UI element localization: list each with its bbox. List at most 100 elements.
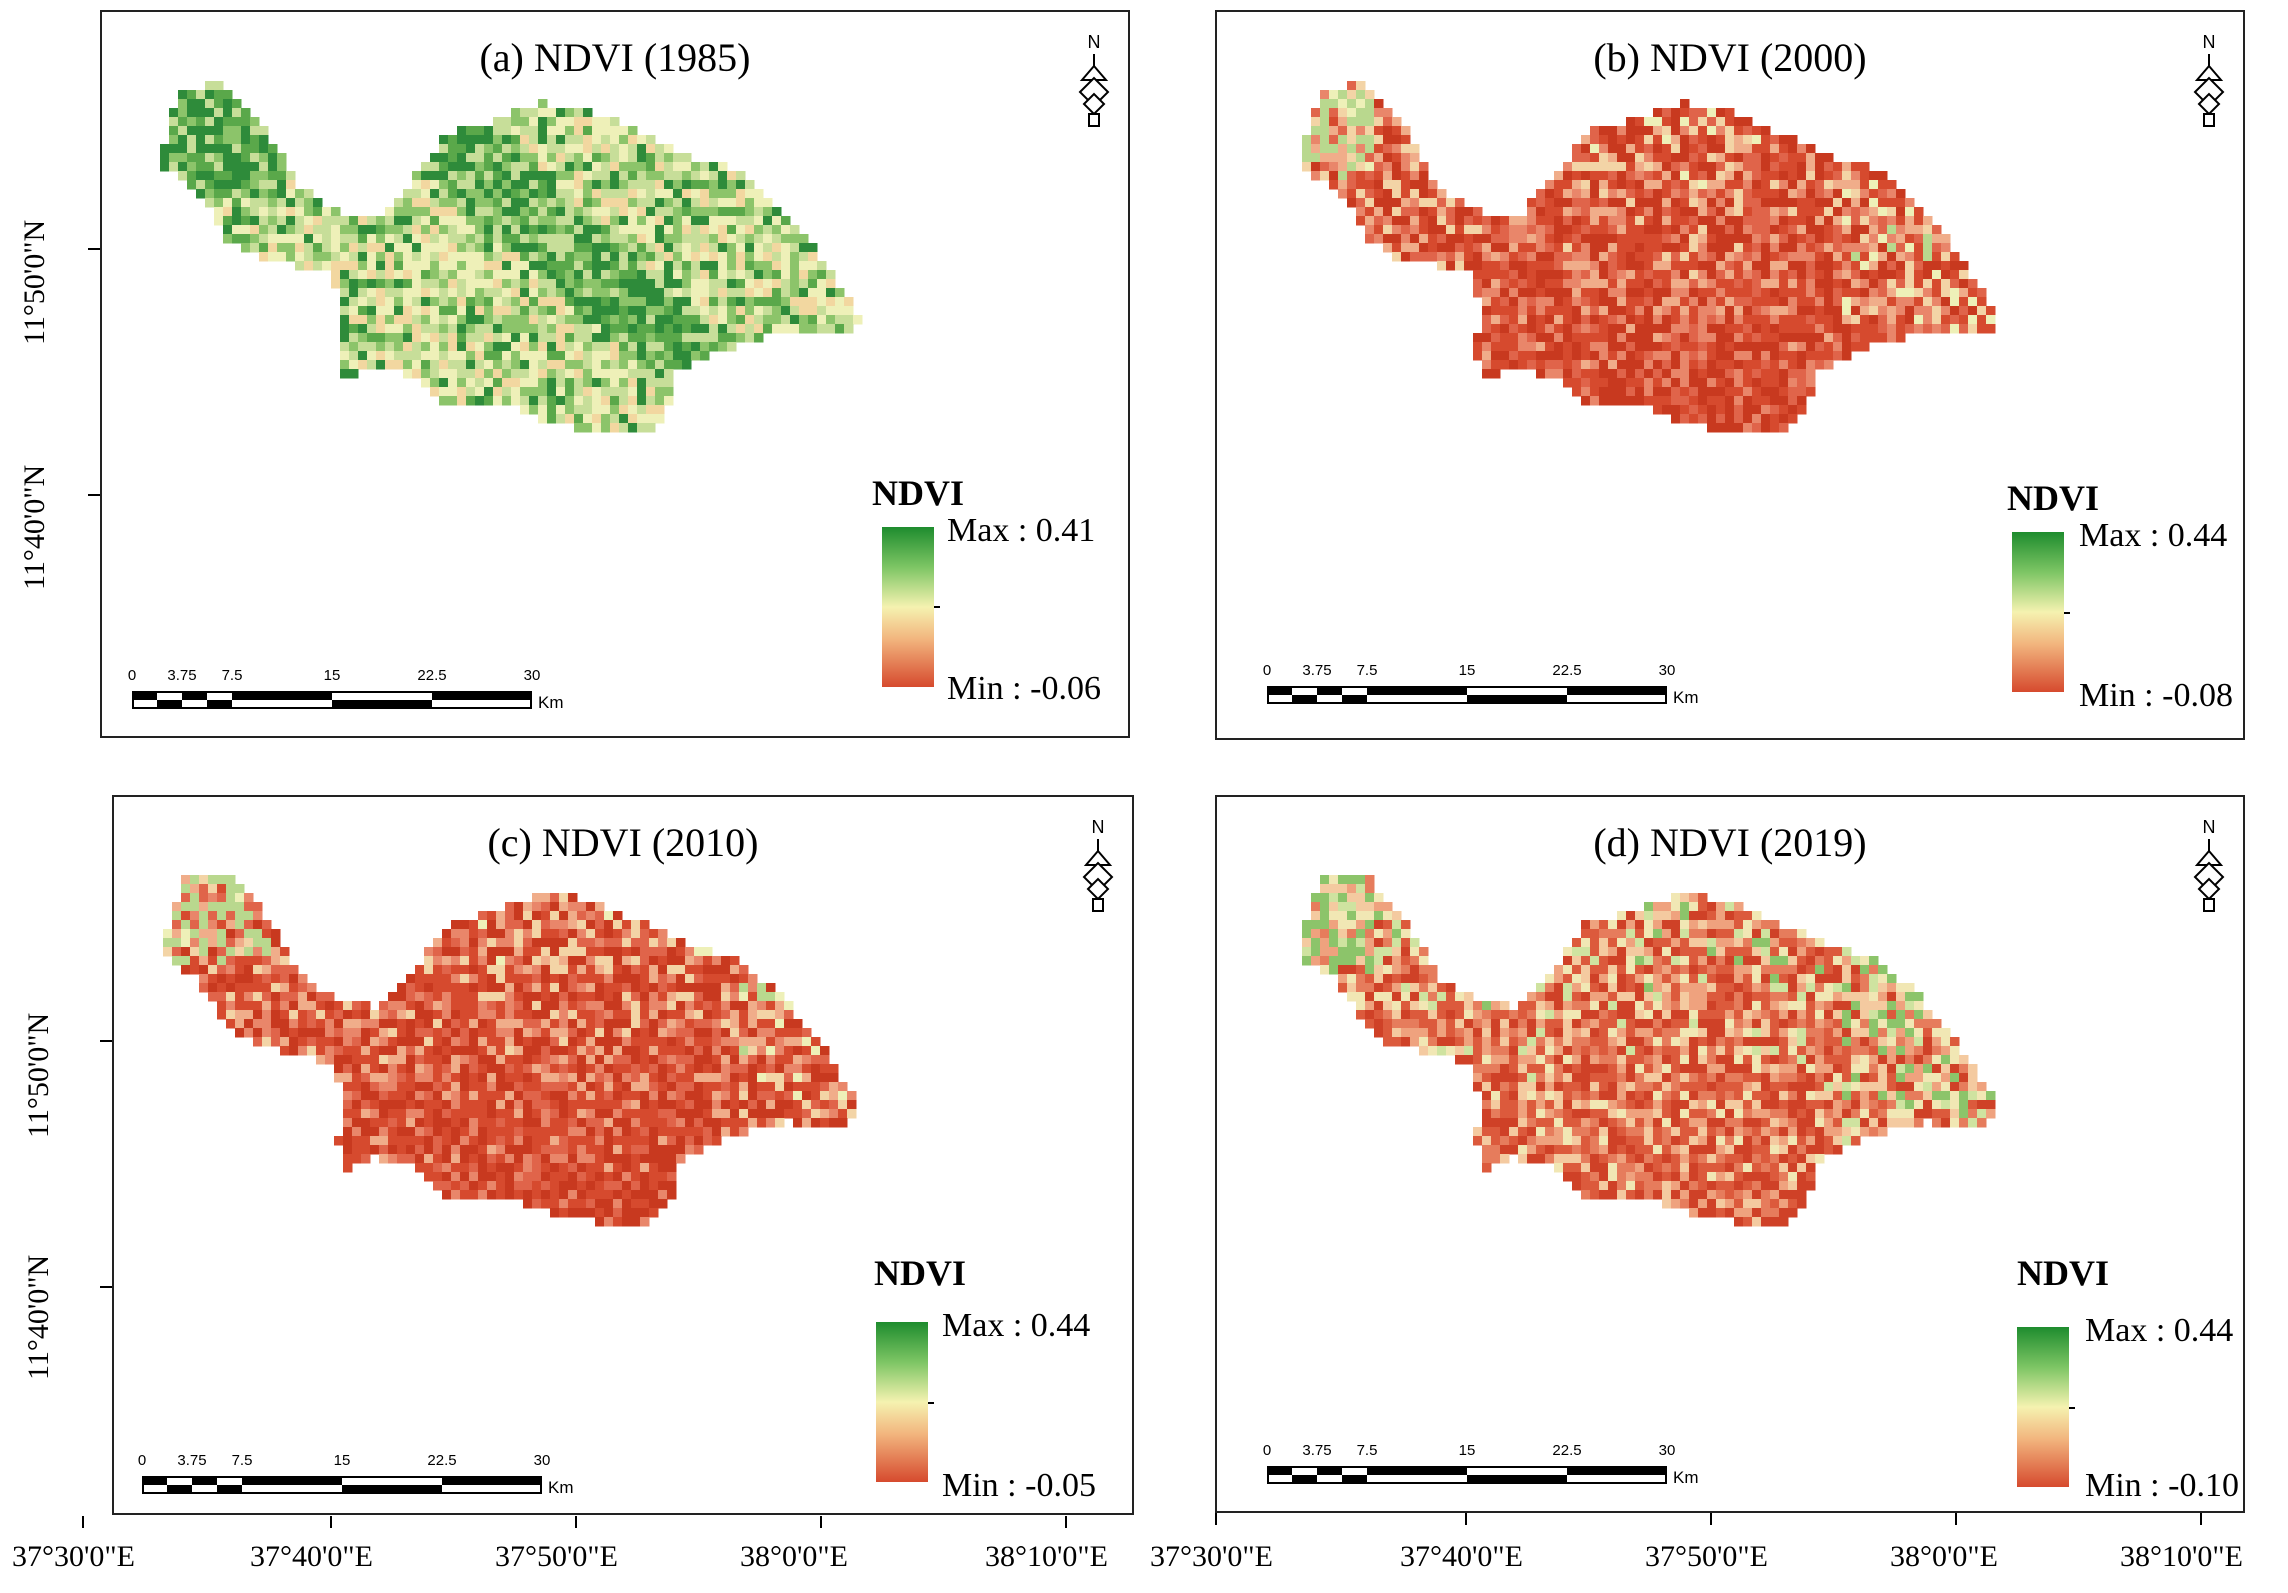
raster-cell [1797, 198, 1807, 208]
raster-cell [280, 983, 290, 993]
raster-cell [619, 333, 629, 343]
raster-cell [1671, 902, 1681, 912]
raster-cell [745, 243, 755, 253]
raster-cell [493, 117, 503, 127]
raster-cell [448, 342, 458, 352]
raster-cell [1680, 306, 1690, 316]
raster-cell [568, 1208, 578, 1218]
raster-cell [1617, 333, 1627, 343]
raster-cell [1671, 144, 1681, 154]
raster-cell [646, 315, 656, 325]
raster-cell [622, 1064, 632, 1074]
raster-cell [1653, 333, 1663, 343]
raster-cell [775, 1064, 785, 1074]
raster-cell [442, 1082, 452, 1092]
raster-cell [1302, 135, 1312, 145]
raster-cell [397, 983, 407, 993]
raster-cell [1617, 126, 1627, 136]
raster-cell [403, 342, 413, 352]
raster-cell [664, 225, 674, 235]
raster-cell [1698, 261, 1708, 271]
raster-cell [1698, 225, 1708, 235]
raster-cell [523, 902, 533, 912]
raster-cell [1707, 306, 1717, 316]
raster-cell [640, 1199, 650, 1209]
raster-cell [424, 947, 434, 957]
raster-cell [460, 1055, 470, 1065]
raster-cell [1599, 198, 1609, 208]
raster-cell [1833, 351, 1843, 361]
raster-cell [241, 135, 251, 145]
raster-cell [1671, 243, 1681, 253]
raster-cell [514, 1028, 524, 1038]
raster-cell [496, 1037, 506, 1047]
raster-cell [631, 947, 641, 957]
raster-cell [709, 225, 719, 235]
raster-cell [1833, 225, 1843, 235]
raster-cell [1563, 306, 1573, 316]
raster-cell [1608, 270, 1618, 280]
raster-cell [340, 315, 350, 325]
raster-cell [790, 270, 800, 280]
raster-cell [1473, 351, 1483, 361]
raster-cell [844, 324, 854, 334]
raster-cell [1707, 423, 1717, 433]
raster-cell [1752, 324, 1762, 334]
raster-cell [1734, 414, 1744, 424]
raster-cell [1788, 405, 1798, 415]
raster-cell [505, 1010, 515, 1020]
raster-cell [1329, 911, 1339, 921]
raster-cell [1698, 126, 1708, 136]
raster-cell [1770, 324, 1780, 334]
raster-cell [1545, 279, 1555, 289]
raster-cell [601, 144, 611, 154]
raster-cell [280, 1046, 290, 1056]
raster-cell [1644, 126, 1654, 136]
raster-cell [514, 938, 524, 948]
raster-cell [334, 1046, 344, 1056]
raster-cell [1392, 243, 1402, 253]
raster-cell [619, 288, 629, 298]
raster-cell [469, 1163, 479, 1173]
raster-cell [298, 992, 308, 1002]
raster-cell [559, 1145, 569, 1155]
raster-cell [313, 261, 323, 271]
raster-cell [1563, 315, 1573, 325]
raster-cell [547, 108, 557, 118]
raster-cell [1626, 144, 1636, 154]
raster-cell [496, 1127, 506, 1137]
raster-cell [1509, 297, 1519, 307]
raster-cell [1716, 207, 1726, 217]
raster-cell [448, 360, 458, 370]
raster-cell [577, 911, 587, 921]
raster-cell [829, 1082, 839, 1092]
raster-cell [451, 1055, 461, 1065]
raster-cell [577, 1208, 587, 1218]
raster-cell [1356, 198, 1366, 208]
raster-cell [1581, 261, 1591, 271]
raster-cell [532, 1181, 542, 1191]
raster-cell [667, 1190, 677, 1200]
raster-cell [460, 1181, 470, 1191]
raster-cell [631, 1001, 641, 1011]
raster-cell [685, 1127, 695, 1137]
raster-cell [667, 956, 677, 966]
raster-cell [1950, 288, 1960, 298]
raster-cell [1887, 297, 1897, 307]
raster-cell [367, 288, 377, 298]
raster-cell [469, 938, 479, 948]
panel-title: (a) NDVI (1985) [479, 35, 751, 80]
raster-cell [397, 1073, 407, 1083]
raster-cell [370, 1118, 380, 1128]
raster-cell [1707, 153, 1717, 163]
raster-cell [1374, 171, 1384, 181]
raster-cell [340, 270, 350, 280]
raster-cell [361, 1145, 371, 1155]
raster-cell [601, 207, 611, 217]
raster-cell [1797, 153, 1807, 163]
raster-cell [1500, 243, 1510, 253]
raster-cell [1671, 162, 1681, 172]
raster-cell [208, 929, 218, 939]
raster-cell [1554, 225, 1564, 235]
raster-cell [1536, 225, 1546, 235]
